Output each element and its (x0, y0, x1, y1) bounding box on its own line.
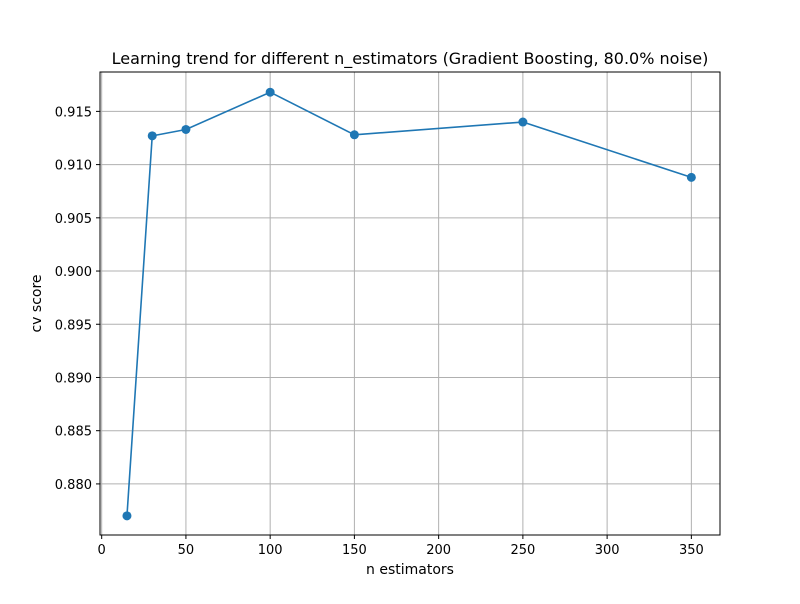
y-tick-label: 0.900 (55, 265, 92, 280)
x-tick-label: 350 (679, 543, 704, 558)
y-axis-label: cv score (29, 274, 45, 332)
data-point (147, 131, 157, 141)
x-tick-label: 0 (98, 543, 106, 558)
x-tick-label: 100 (258, 543, 283, 558)
data-point (181, 124, 191, 134)
x-tick-label: 200 (426, 543, 451, 558)
x-tick-label: 150 (342, 543, 367, 558)
plot-frame (99, 71, 721, 536)
y-tick-label: 0.905 (55, 212, 92, 227)
data-point (265, 87, 275, 97)
series-layer (122, 87, 696, 521)
x-tick-label: 50 (178, 543, 195, 558)
data-point (518, 117, 528, 127)
x-tick-label: 300 (595, 543, 620, 558)
y-tick-label: 0.885 (55, 425, 92, 440)
x-axis-label: n estimators (366, 562, 454, 578)
y-tick-label: 0.915 (55, 105, 92, 120)
data-point (122, 511, 132, 521)
data-point (686, 172, 696, 182)
y-tick-label: 0.910 (55, 159, 92, 174)
data-point (349, 130, 359, 140)
grid-lines (100, 72, 720, 535)
y-tick-label: 0.890 (55, 371, 92, 386)
y-tick-label: 0.880 (55, 478, 92, 493)
chart-title: Learning trend for different n_estimator… (112, 49, 709, 69)
axis-ticks: 0 50 100 150 200 250 300 350 0.880 0.885 0.890 0.89… (55, 105, 704, 558)
y-tick-label: 0.895 (55, 318, 92, 333)
x-tick-label: 250 (510, 543, 535, 558)
